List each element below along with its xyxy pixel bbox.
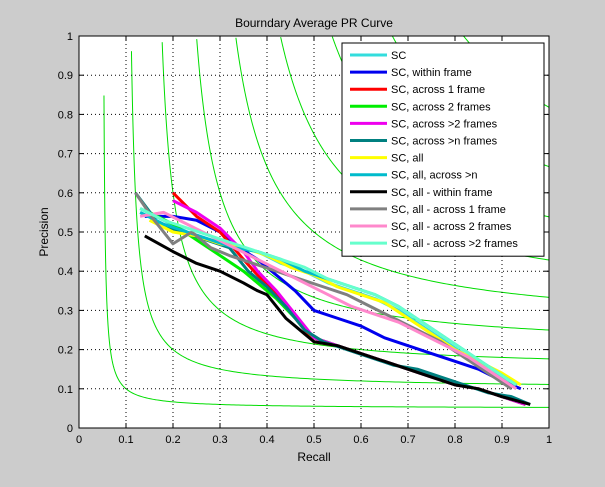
legend-label: SC, across 1 frame	[391, 84, 485, 96]
y-tick-label: 0.1	[58, 384, 73, 396]
axis-ticks: 0 0.1 0.2 0.3 0.4 0.5 0.6 0.7 0.8 0.9 1 0 0.1 0.2 0.3 0…	[58, 31, 552, 446]
legend-label: SC, all	[391, 153, 423, 165]
chart-title: Bourndary Average PR Curve	[235, 16, 393, 30]
y-tick-label: 0.9	[58, 70, 73, 82]
f-isoline-1	[103, 95, 550, 408]
series-lines	[134, 191, 531, 406]
x-tick-label: 0.7	[400, 434, 415, 446]
x-tick-label: 0.9	[494, 434, 509, 446]
legend-label: SC, all - across 1 frame	[391, 204, 506, 216]
x-tick-label: 0.3	[212, 434, 227, 446]
y-tick-label: 0.6	[58, 188, 73, 200]
x-tick-label: 0.5	[306, 434, 321, 446]
y-tick-label: 0.8	[58, 109, 73, 121]
x-tick-label: 0	[76, 434, 82, 446]
legend: SC SC, within frame SC, across 1 frame SC, …	[341, 42, 545, 257]
x-tick-label: 1	[546, 434, 552, 446]
legend-label: SC, across >n frames	[391, 136, 498, 148]
x-tick-label: 0.6	[353, 434, 368, 446]
y-tick-label: 0.4	[58, 266, 73, 278]
y-tick-label: 1	[67, 31, 73, 43]
f-isoline-2	[130, 51, 550, 385]
x-tick-label: 0.1	[118, 434, 133, 446]
y-tick-label: 0.3	[58, 305, 73, 317]
legend-label: SC, all, across >n	[391, 170, 478, 182]
legend-label: SC, across >2 frames	[391, 118, 498, 130]
x-tick-label: 0.2	[165, 434, 180, 446]
y-axis-label: Precision	[37, 207, 51, 256]
y-tick-label: 0.5	[58, 227, 73, 239]
y-tick-label: 0	[67, 423, 73, 435]
legend-label: SC	[391, 50, 406, 62]
legend-box	[341, 42, 545, 257]
legend-label: SC, within frame	[391, 67, 472, 79]
legend-label: SC, across 2 frames	[391, 101, 491, 113]
x-axis-label: Recall	[297, 450, 330, 464]
legend-label: SC, all - across 2 frames	[391, 221, 512, 233]
legend-label: SC, all - across >2 frames	[391, 238, 518, 250]
y-tick-label: 0.7	[58, 149, 73, 161]
y-tick-label: 0.2	[58, 345, 73, 357]
legend-label: SC, all - within frame	[391, 187, 492, 199]
x-tick-label: 0.8	[447, 434, 462, 446]
x-tick-label: 0.4	[259, 434, 274, 446]
series-line-9	[144, 234, 531, 406]
series-line-12	[139, 207, 517, 387]
